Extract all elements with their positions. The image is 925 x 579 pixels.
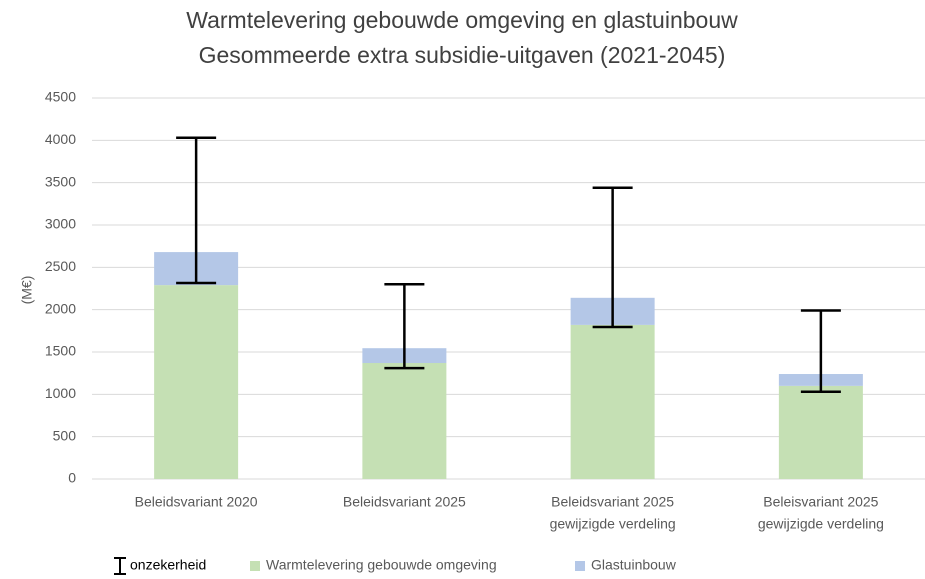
x-tick-label: Beleidsvariant 2025 [343,494,466,510]
legend-label: Glastuinbouw [591,557,677,573]
error-bar [592,186,633,329]
bar-segment [154,285,239,479]
bar-segment [570,324,655,479]
y-tick-label: 0 [68,470,76,486]
legend-label: onzekerheid [130,557,206,573]
bar-segment [778,385,863,479]
x-tick-label: Beleidsvariant 2025 [551,494,674,510]
y-tick-label: 1000 [45,385,76,401]
error-bar [800,309,841,394]
legend-swatch [575,561,585,571]
y-tick-label: 2000 [45,300,76,316]
y-tick-label: 1500 [45,343,76,359]
x-tick-label: gewijzigde verdeling [758,516,884,532]
y-tick-label: 3000 [45,216,76,232]
bar-segment [362,363,447,479]
y-axis-label: (M€) [19,276,35,305]
error-bar [384,283,425,370]
y-tick-label: 2500 [45,258,76,274]
x-tick-label: gewijzigde verdeling [550,516,676,532]
legend-error-icon [114,557,126,575]
y-tick-label: 3500 [45,173,76,189]
y-tick-label: 4500 [45,89,76,105]
legend-label: Warmtelevering gebouwde omgeving [266,557,497,573]
y-tick-label: 4000 [45,131,76,147]
chart-title: Warmtelevering gebouwde omgeving en glas… [186,7,738,33]
error-bar [176,136,217,285]
x-tick-label: Beleidsvariant 2020 [135,494,258,510]
y-tick-label: 500 [53,427,77,443]
chart-subtitle: Gesommeerde extra subsidie-uitgaven (202… [199,42,726,68]
legend-swatch [250,561,260,571]
x-tick-label: Beleisvariant 2025 [763,494,878,510]
